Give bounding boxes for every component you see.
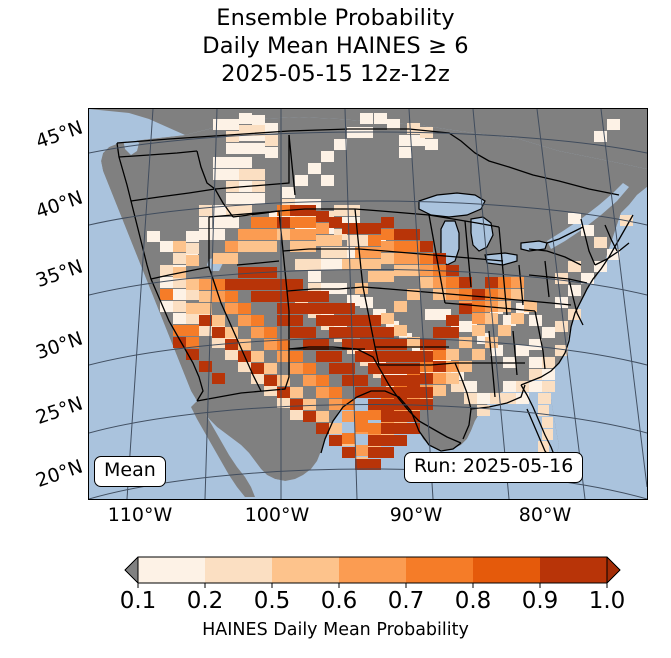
colorbar-tick-label-1: 0.2 <box>186 588 224 614</box>
lat-tick-35: 35°N <box>33 255 86 292</box>
lon-tick-90: 90°W <box>389 504 443 526</box>
lon-tick-100: 100°W <box>244 504 310 526</box>
lat-tick-40: 40°N <box>33 186 86 223</box>
meridian-85 <box>536 109 586 499</box>
parallel-25 <box>89 404 647 434</box>
meridian-115 <box>126 109 154 499</box>
colorbar-axis-label: HAINES Daily Mean Probability <box>202 620 469 640</box>
lake-superior <box>418 192 486 218</box>
meridian-95 <box>408 109 434 499</box>
meridian-90 <box>472 109 510 499</box>
colorbar-tick-label-2: 0.5 <box>253 588 291 614</box>
colorbar-tick-label-4: 0.7 <box>387 588 425 614</box>
colorbar-tick-label-7: 1.0 <box>588 588 626 614</box>
meridian-100 <box>344 109 358 499</box>
map-annotation-mean: Mean <box>94 456 166 487</box>
colorbar-tick-label-0: 0.1 <box>119 588 157 614</box>
st-lawrence-seaway <box>547 183 629 249</box>
colorbar-over-arrow <box>606 556 621 584</box>
colorbar-tick-labels: 0.1 0.2 0.5 0.6 0.7 0.8 0.9 1.0 <box>0 588 671 618</box>
parallel-35 <box>89 269 647 296</box>
colorbar-tick-label-3: 0.6 <box>320 588 358 614</box>
lon-tick-110: 110°W <box>107 504 173 526</box>
colorbar-seg-7 <box>540 557 607 583</box>
colorbar-ticks <box>137 583 608 588</box>
colorbar-seg-5 <box>406 557 473 583</box>
colorbar: 0.1 0.2 0.5 0.6 0.7 0.8 0.9 1.0 HAINES D… <box>0 548 671 658</box>
map-annotation-run: Run: 2025-05-16 <box>404 452 584 483</box>
meridian-110 <box>204 109 218 499</box>
parallel-40 <box>89 200 647 226</box>
lat-tick-45: 45°N <box>33 116 86 153</box>
lon-tick-80: 80°W <box>518 504 572 526</box>
title-line-1: Ensemble Probability <box>216 5 455 31</box>
map-svg <box>89 109 647 499</box>
parallel-45 <box>89 131 647 154</box>
map-panel[interactable] <box>88 108 648 500</box>
colorbar-seg-4 <box>339 557 406 583</box>
political-boundaries <box>116 128 634 460</box>
parallel-30 <box>89 337 647 366</box>
colorbar-seg-6 <box>473 557 540 583</box>
colorbar-under-arrow <box>124 556 139 584</box>
title-line-2: Daily Mean HAINES ≥ 6 <box>202 33 469 59</box>
colorbar-tick-label-5: 0.8 <box>454 588 492 614</box>
pacific-ocean-carve <box>89 135 285 499</box>
colorbar-tick-label-6: 0.9 <box>521 588 559 614</box>
colorbar-seg-1 <box>138 557 205 583</box>
colorbar-outline <box>137 556 608 584</box>
lat-tick-20: 20°N <box>33 455 86 492</box>
colorbar-seg-3 <box>272 557 339 583</box>
colorbar-svg <box>124 556 621 588</box>
colorbar-seg-2 <box>205 557 272 583</box>
lake-ontario <box>520 240 548 252</box>
meridian-80 <box>600 109 647 488</box>
lat-tick-25: 25°N <box>33 392 86 429</box>
land-canada <box>89 109 647 169</box>
lat-tick-30: 30°N <box>33 327 86 364</box>
chart-title: Ensemble Probability Daily Mean HAINES ≥… <box>0 4 671 88</box>
title-line-3: 2025-05-15 12z-12z <box>221 61 450 87</box>
